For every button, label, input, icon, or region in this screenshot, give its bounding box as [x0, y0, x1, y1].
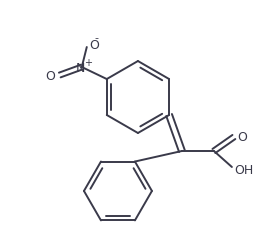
Text: OH: OH — [234, 164, 253, 177]
Text: O: O — [89, 38, 99, 51]
Text: +: + — [84, 58, 92, 68]
Text: -: - — [95, 33, 99, 43]
Text: O: O — [237, 131, 247, 144]
Text: N: N — [76, 61, 85, 74]
Text: O: O — [45, 69, 55, 82]
